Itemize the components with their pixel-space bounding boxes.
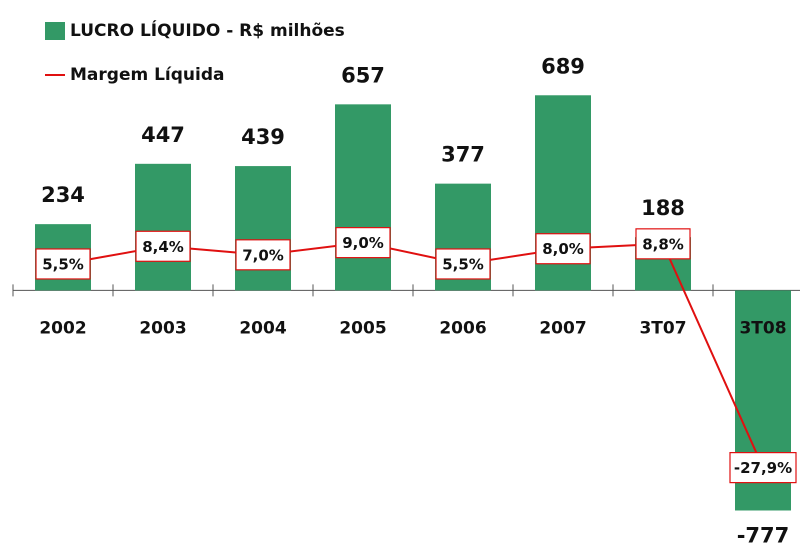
x-tick-label: 2004: [239, 318, 286, 338]
bar: [235, 166, 291, 291]
legend-swatch: [45, 22, 65, 40]
bar-value-label: -777: [737, 523, 790, 543]
x-tick-label: 2002: [39, 318, 86, 338]
x-tick-label: 2006: [439, 318, 486, 338]
line-value-label: 7,0%: [242, 246, 284, 264]
x-tick-label: 3T08: [739, 318, 786, 338]
bar-value-label: 447: [141, 123, 185, 147]
bar-value-label: 234: [41, 183, 85, 207]
bar: [135, 163, 191, 291]
bar: [335, 104, 391, 291]
legend-label: LUCRO LÍQUIDO - R$ milhões: [70, 19, 345, 41]
value-label-box: [435, 248, 491, 280]
bar-value-label: 657: [341, 63, 385, 87]
line-value-label: 5,5%: [442, 255, 484, 273]
bar-value-label: 188: [641, 196, 685, 220]
line-value-label: -27,9%: [734, 459, 792, 477]
legend-label: Margem Líquida: [70, 65, 225, 85]
x-tick-label: 3T07: [639, 318, 686, 338]
line-value-label: 8,8%: [642, 235, 684, 253]
bar-value-label: 439: [241, 125, 285, 149]
value-label-box: [35, 248, 91, 280]
x-tick-label: 2003: [139, 318, 186, 338]
bar-value-label: 689: [541, 54, 585, 78]
bar-value-label: 377: [441, 143, 485, 167]
value-label-box: [729, 452, 797, 484]
value-label-box: [135, 230, 191, 262]
value-label-box: [335, 227, 391, 259]
line-value-label: 8,0%: [542, 240, 584, 258]
value-label-box: [535, 233, 591, 265]
value-label-box: [235, 239, 291, 271]
line-value-label: 9,0%: [342, 234, 384, 252]
line-value-label: 8,4%: [142, 238, 184, 256]
line-value-label: 5,5%: [42, 255, 84, 273]
x-tick-label: 2005: [339, 318, 386, 338]
value-label-box: [635, 228, 691, 260]
x-tick-label: 2007: [539, 318, 586, 338]
